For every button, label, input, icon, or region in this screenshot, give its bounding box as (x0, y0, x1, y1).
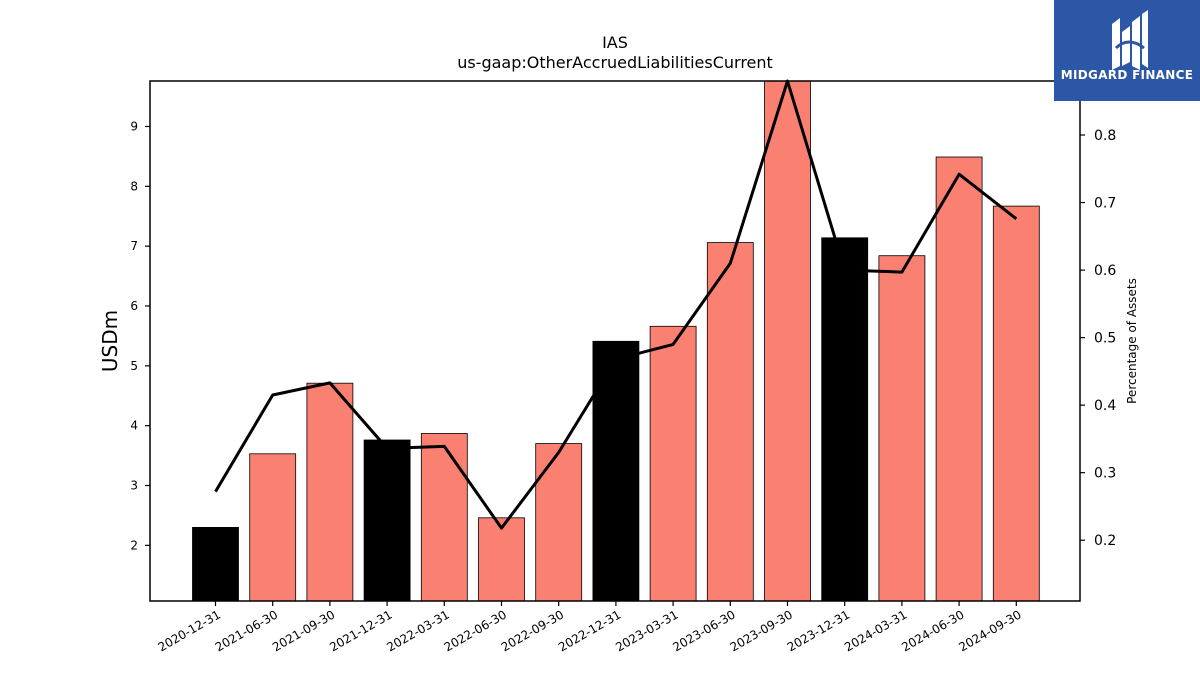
x-axis: 2020-12-312021-06-302021-09-302021-12-31… (156, 601, 1024, 654)
y-axis-right: 0.2 0.3 0.4 0.5 0.6 0.7 0.8 (1080, 128, 1116, 549)
bar-2021-09-30 (306, 382, 354, 602)
bar-2022-12-31 (592, 340, 640, 602)
logo-mark-icon (1054, 0, 1200, 101)
y-tick-label: 4 (130, 419, 138, 433)
x-tick-label: 2021-09-30 (270, 607, 337, 654)
bar-2022-03-31 (420, 433, 468, 602)
x-tick-label: 2022-06-30 (442, 607, 509, 654)
x-tick-label: 2022-09-30 (499, 607, 566, 654)
y-tick-label: 9 (130, 119, 138, 133)
x-tick-label: 2023-09-30 (728, 607, 795, 654)
y-axis-left: 2 3 4 5 6 7 8 9 (130, 119, 150, 552)
line-layer (214, 79, 1018, 530)
company-logo: MIDGARD FINANCE (1054, 0, 1200, 101)
x-tick-label: 2023-06-30 (670, 607, 737, 654)
y-tick-label: 2 (130, 538, 138, 552)
x-tick-label: 2024-09-30 (956, 607, 1023, 654)
y-tick-label: 3 (130, 479, 138, 493)
x-tick-label: 2023-12-31 (785, 607, 852, 654)
bar-2022-06-30 (478, 517, 525, 602)
y-tick-label: 8 (130, 179, 138, 193)
bar-2023-12-31 (821, 237, 869, 602)
y2-axis-label: Percentage of Assets (1125, 278, 1139, 404)
x-tick-label: 2022-12-31 (556, 607, 623, 654)
chart-title: IAS (602, 33, 628, 52)
x-tick-label: 2021-06-30 (213, 607, 280, 654)
line-series-percentage-of-assets (214, 79, 1018, 530)
plot-frame (149, 80, 1081, 602)
y-tick-label: 7 (130, 239, 138, 253)
logo-name: MIDGARD FINANCE (1060, 68, 1194, 82)
bar-2021-06-30 (249, 453, 297, 602)
bars (192, 80, 1040, 602)
y2-tick-label: 0.7 (1094, 196, 1116, 212)
x-tick-label: 2024-03-31 (842, 607, 909, 654)
y-tick-label: 5 (130, 359, 138, 373)
y2-tick-label: 0.8 (1094, 128, 1116, 144)
x-tick-label: 2022-03-31 (384, 607, 451, 654)
y2-tick-label: 0.6 (1094, 263, 1116, 279)
bar-2023-03-31 (649, 325, 697, 602)
y2-tick-label: 0.3 (1094, 466, 1116, 482)
x-tick-label: 2024-06-30 (899, 607, 966, 654)
y2-tick-label: 0.5 (1094, 331, 1116, 347)
y-tick-label: 6 (130, 299, 138, 313)
bar-2021-12-31 (363, 439, 411, 602)
bar-2024-06-30 (935, 156, 983, 602)
bar-2024-03-31 (878, 255, 926, 602)
x-tick-label: 2023-03-31 (613, 607, 680, 654)
y2-tick-label: 0.4 (1094, 398, 1116, 414)
bar-2023-06-30 (706, 242, 754, 602)
bar-2022-09-30 (535, 443, 583, 602)
bar-2024-09-30 (992, 205, 1040, 602)
chart-subtitle: us-gaap:OtherAccruedLiabilitiesCurrent (457, 53, 773, 72)
bar-2020-12-31 (192, 527, 239, 602)
y2-tick-label: 0.2 (1094, 533, 1116, 549)
y-axis-label: USDm (98, 310, 122, 372)
x-tick-label: 2021-12-31 (327, 607, 394, 654)
x-tick-label: 2020-12-31 (156, 607, 223, 654)
bar-2023-09-30 (764, 80, 811, 602)
